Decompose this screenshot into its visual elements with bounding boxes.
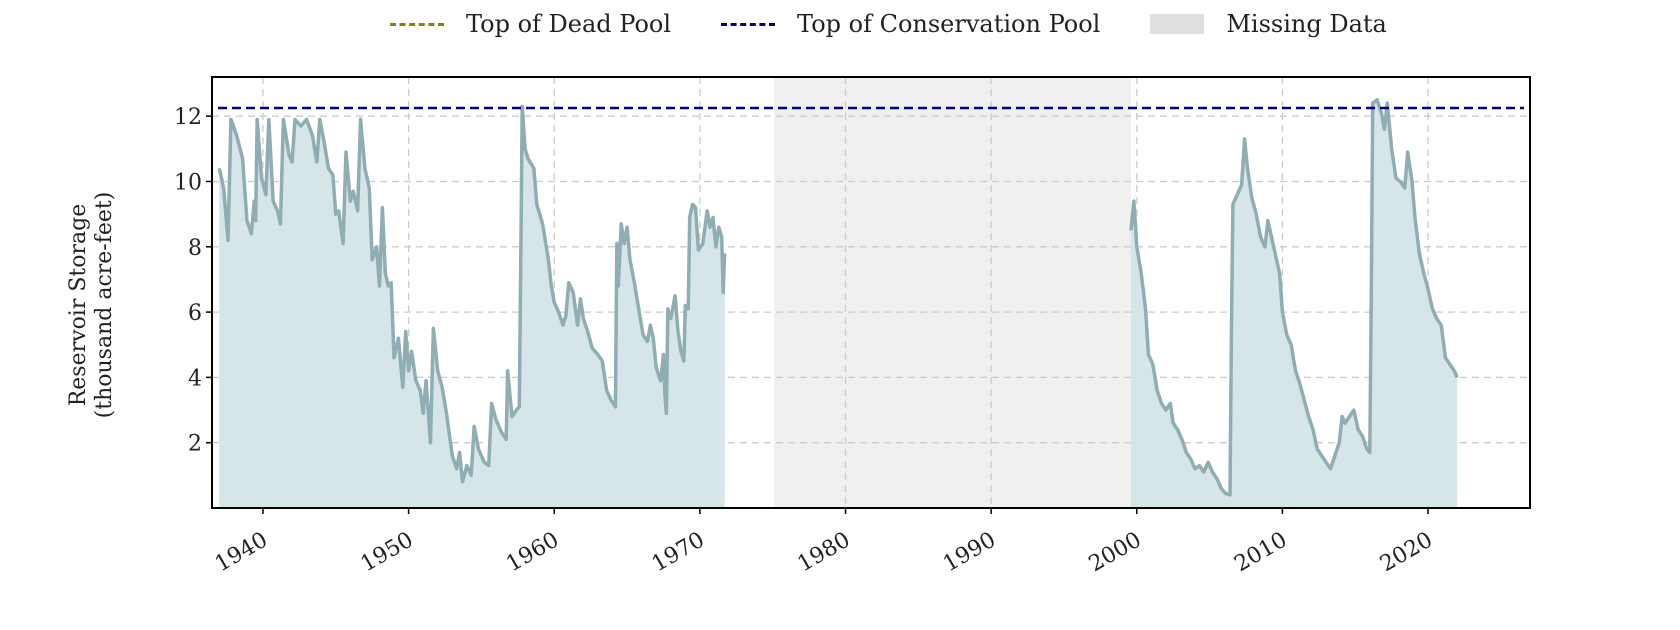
x-tick-label: 1980 [794,528,855,578]
y-tick-label: 4 [188,366,202,391]
legend-dead-pool: Top of Dead Pool [390,10,671,38]
y-tick-label: 6 [188,301,202,326]
legend: Top of Dead Pool Top of Conservation Poo… [390,8,1437,40]
legend-missing-data-label: Missing Data [1226,10,1387,38]
storage-area-2 [1130,99,1458,508]
x-tick-label: 1990 [939,528,1000,578]
storage-line-1 [217,104,727,484]
y-tick-label: 10 [174,170,202,195]
x-tick-label: 1960 [502,528,563,578]
x-tick-label: 1970 [648,528,709,578]
legend-dead-pool-label: Top of Dead Pool [466,10,672,38]
plot-frame [211,76,1531,509]
legend-conservation-pool: Top of Conservation Pool [721,10,1100,38]
storage-line-2 [1129,98,1459,497]
y-tick-label: 8 [188,236,202,261]
missing-data-region [774,77,1131,508]
dead-pool-swatch [390,22,444,26]
missing-data-swatch [1150,14,1205,34]
legend-missing-data: Missing Data [1150,10,1387,38]
y-axis-label-line2: (thousand acre-feet) [92,191,117,419]
x-tick-label: 2000 [1085,528,1146,578]
conservation-pool-swatch [721,22,776,26]
x-tick-label: 1950 [357,528,418,578]
x-tick-label: 2010 [1230,528,1291,578]
x-tick-label: 1940 [211,528,272,578]
legend-conservation-pool-label: Top of Conservation Pool [797,10,1101,38]
y-tick-label: 12 [174,105,202,130]
y-tick-label: 2 [188,432,202,457]
y-axis-label: Reservoir Storage (thousand acre-feet) [62,190,122,420]
x-tick-label: 2020 [1376,528,1437,578]
y-axis-label-line1: Reservoir Storage [66,203,91,407]
